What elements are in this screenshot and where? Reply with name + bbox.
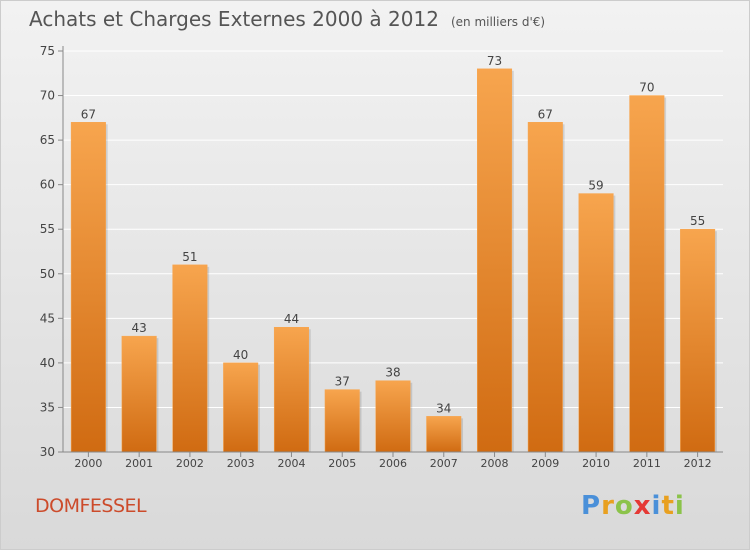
y-tick-label: 50 (40, 267, 55, 281)
data-label: 59 (588, 179, 603, 193)
data-label: 43 (132, 321, 147, 335)
x-tick-label: 2011 (633, 457, 661, 470)
y-tick-label: 40 (40, 356, 55, 370)
y-tick-labels: 30 35 40 45 50 55 60 65 70 75 (40, 44, 55, 459)
x-tick-label: 2002 (176, 457, 204, 470)
logo-letter: o (614, 491, 634, 521)
proxiti-logo: Proxiti (581, 491, 685, 521)
title-text: Achats et Charges Externes 2000 à 2012 (29, 7, 439, 31)
logo-letter: r (601, 491, 615, 521)
data-label: 70 (639, 81, 654, 95)
x-tick-label: 2004 (277, 457, 305, 470)
x-tick-label: 2008 (481, 457, 509, 470)
axes (62, 46, 723, 457)
bar (477, 68, 513, 453)
logo-letter: i (674, 491, 685, 521)
y-tick-label: 35 (40, 400, 55, 414)
logo-letter: P (581, 491, 602, 521)
bar (527, 122, 563, 453)
data-label: 37 (335, 375, 350, 389)
y-tick-label: 75 (40, 44, 55, 58)
y-tick-label: 55 (40, 222, 55, 236)
x-tick-label: 2000 (74, 457, 102, 470)
bar (70, 122, 106, 453)
bar (629, 95, 665, 453)
x-tick-label: 2003 (227, 457, 255, 470)
x-tick-label: 2007 (430, 457, 458, 470)
bar (375, 380, 411, 453)
x-tick-label: 2005 (328, 457, 356, 470)
logo-letter: i (651, 491, 662, 521)
data-label: 73 (487, 54, 502, 68)
y-tick-label: 70 (40, 89, 55, 103)
data-label: 67 (81, 107, 96, 121)
title-unit: (en milliers d'€) (450, 15, 546, 29)
bar (223, 362, 259, 453)
chart-title: Achats et Charges Externes 2000 à 2012 (e… (29, 7, 545, 31)
bar (426, 416, 462, 453)
x-tick-label: 2009 (531, 457, 559, 470)
x-tick-label: 2001 (125, 457, 153, 470)
x-tick-label: 2012 (684, 457, 712, 470)
logo-letter: t (661, 491, 675, 521)
data-label: 67 (538, 107, 553, 121)
bar (273, 326, 309, 453)
y-tick-label: 45 (40, 311, 55, 325)
data-label: 44 (284, 312, 299, 326)
data-label: 55 (690, 214, 705, 228)
logo-letter: x (633, 491, 652, 521)
bar (324, 389, 360, 453)
x-tick-labels: 2000 2001 2002 2003 2004 2005 2006 2007 2008 2009… (74, 457, 711, 470)
bar (172, 264, 208, 453)
data-label: 51 (182, 250, 197, 264)
bars (70, 68, 717, 453)
bar (121, 335, 157, 453)
bar (680, 228, 716, 453)
commune-name: DOMFESSEL (35, 495, 147, 517)
x-tick-label: 2006 (379, 457, 407, 470)
data-label: 40 (233, 348, 248, 362)
y-tick-label: 60 (40, 178, 55, 192)
data-labels: 67 43 51 40 44 37 38 34 73 67 59 70 55 (81, 54, 706, 416)
x-tick-label: 2010 (582, 457, 610, 470)
data-label: 38 (385, 366, 400, 380)
y-tick-label: 30 (40, 445, 55, 459)
data-label: 34 (436, 401, 451, 415)
y-tick-label: 65 (40, 133, 55, 147)
bar (578, 193, 614, 453)
